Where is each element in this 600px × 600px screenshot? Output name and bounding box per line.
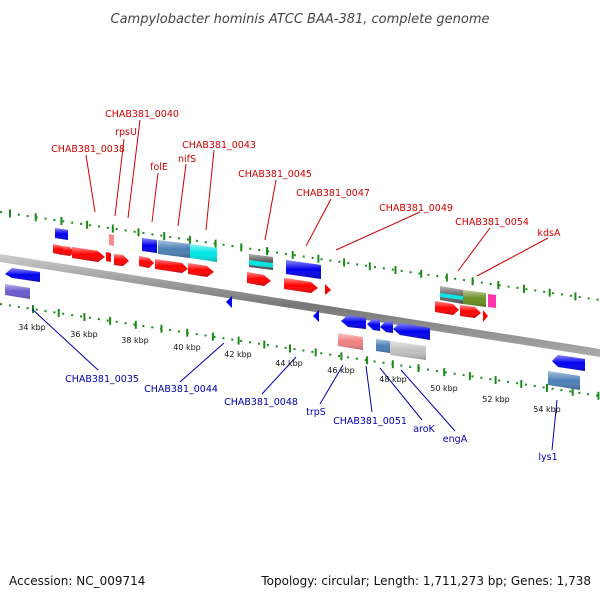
forward-gene[interactable] — [483, 310, 488, 322]
scale-label: 52 kbp — [482, 395, 510, 404]
feature-block[interactable] — [390, 341, 426, 360]
gene-label[interactable]: CHAB381_0044 — [144, 384, 218, 395]
feature-block[interactable] — [548, 371, 580, 390]
gene-label[interactable]: CHAB381_0047 — [296, 188, 370, 199]
gene-label[interactable]: engA — [443, 434, 468, 445]
gene-label[interactable]: rpsU — [115, 127, 137, 138]
forward-genes — [53, 244, 488, 322]
reverse-gene[interactable] — [5, 268, 40, 282]
accession-text: Accession: NC_009714 — [9, 574, 145, 588]
gene-label[interactable]: CHAB381_0035 — [65, 374, 139, 385]
gene-label[interactable]: CHAB381_0049 — [379, 203, 453, 214]
reverse-label-leaders — [31, 308, 558, 451]
feature-block[interactable] — [440, 286, 463, 304]
feature-block[interactable] — [286, 260, 321, 279]
gene-label[interactable]: CHAB381_0043 — [182, 140, 256, 151]
gene-label[interactable]: trpS — [306, 407, 326, 418]
forward-gene[interactable] — [247, 272, 271, 286]
forward-gene[interactable] — [106, 252, 111, 262]
genome-title: Campylobacter hominis ATCC BAA-381, comp… — [111, 12, 490, 27]
upper-track-ticks — [9, 209, 577, 301]
gene-label[interactable]: CHAB381_0038 — [51, 144, 125, 155]
scale-label: 54 kbp — [533, 405, 561, 414]
scale-label: 34 kbp — [18, 323, 46, 332]
scale-label: 36 kbp — [70, 330, 98, 339]
gene-label[interactable]: CHAB381_0048 — [224, 397, 298, 408]
reverse-gene[interactable] — [367, 319, 380, 331]
scale-label: 38 kbp — [121, 336, 149, 345]
genome-backbone — [0, 254, 600, 357]
scale-label: 42 kbp — [224, 350, 252, 359]
scale-label: 40 kbp — [173, 343, 201, 352]
lower-track-ticks — [32, 305, 600, 400]
genome-summary-text: Topology: circular; Length: 1,711,273 bp… — [260, 574, 591, 588]
reverse-gene[interactable] — [313, 310, 319, 322]
scale-label: 48 kbp — [379, 375, 407, 384]
forward-gene[interactable] — [63, 246, 74, 256]
feature-block[interactable] — [142, 238, 157, 253]
forward-gene[interactable] — [188, 263, 214, 277]
reverse-labels: CHAB381_0035 CHAB381_0044 CHAB381_0048 t… — [65, 374, 558, 463]
lower-dotted-track — [0, 303, 600, 397]
reverse-gene[interactable] — [226, 296, 232, 308]
scale-label: 46 kbp — [327, 366, 355, 375]
gene-label[interactable]: lys1 — [538, 452, 557, 463]
reverse-gene[interactable] — [380, 321, 393, 333]
lower-feature-blocks — [338, 333, 580, 390]
upper-dotted-track — [0, 211, 600, 301]
gene-label[interactable]: CHAB381_0054 — [455, 217, 529, 228]
forward-gene[interactable] — [114, 254, 129, 266]
feature-block[interactable] — [249, 254, 273, 270]
reverse-gene[interactable] — [341, 315, 366, 329]
forward-gene[interactable] — [460, 305, 481, 318]
forward-gene[interactable] — [139, 256, 154, 268]
gene-label[interactable]: folE — [150, 162, 168, 173]
reverse-genes — [5, 268, 585, 371]
scale-label: 50 kbp — [430, 384, 458, 393]
gene-label[interactable]: nifS — [178, 154, 196, 165]
scale-labels: 34 kbp 36 kbp 38 kbp 40 kbp 42 kbp 44 kb… — [18, 323, 561, 414]
feature-block[interactable] — [488, 294, 496, 308]
gene-label[interactable]: CHAB381_0051 — [333, 416, 407, 427]
upper-feature-blocks — [55, 228, 496, 308]
gene-label[interactable]: CHAB381_0045 — [238, 169, 312, 180]
reverse-gene[interactable] — [393, 323, 430, 340]
reverse-gene[interactable] — [5, 284, 30, 299]
feature-block[interactable] — [55, 228, 68, 240]
gene-label[interactable]: kdsA — [538, 228, 561, 239]
gene-label[interactable]: aroK — [413, 424, 435, 435]
feature-block[interactable] — [109, 234, 114, 246]
forward-gene[interactable] — [53, 244, 66, 255]
forward-gene[interactable] — [435, 301, 459, 315]
forward-label-leaders — [85, 119, 549, 277]
forward-labels: CHAB381_0040 rpsU CHAB381_0038 folE nifS… — [51, 109, 561, 239]
forward-gene[interactable] — [155, 259, 188, 273]
feature-block[interactable] — [158, 240, 190, 258]
feature-block[interactable] — [338, 333, 363, 350]
forward-gene[interactable] — [325, 284, 331, 295]
gene-label[interactable]: CHAB381_0040 — [105, 109, 179, 120]
feature-block[interactable] — [190, 244, 217, 262]
forward-gene[interactable] — [72, 247, 105, 262]
scale-label: 44 kbp — [275, 359, 303, 368]
reverse-gene[interactable] — [552, 355, 585, 371]
feature-block[interactable] — [376, 339, 390, 353]
forward-gene[interactable] — [284, 278, 318, 293]
feature-block[interactable] — [463, 290, 486, 307]
